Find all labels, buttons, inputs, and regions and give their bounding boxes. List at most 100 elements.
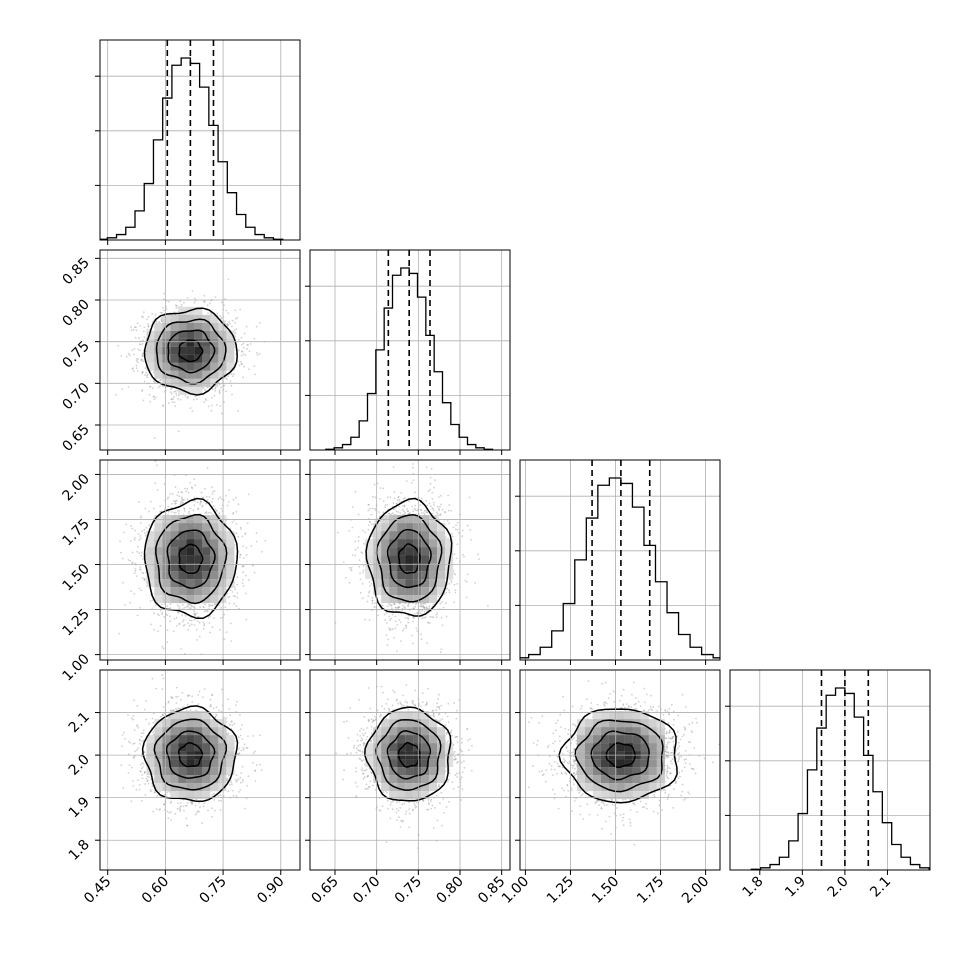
scatter-point (176, 499, 178, 502)
scatter-point (229, 589, 232, 592)
scatter-point (227, 312, 230, 314)
scatter-point (374, 507, 376, 510)
density-cell (178, 378, 187, 387)
scatter-point (211, 500, 214, 503)
scatter-point (191, 605, 193, 608)
scatter-point (240, 350, 243, 353)
scatter-point (153, 395, 155, 398)
scatter-point (199, 503, 202, 506)
scatter-point (239, 526, 242, 529)
scatter-point (199, 500, 202, 503)
scatter-point (174, 500, 177, 502)
density-cell (194, 579, 203, 588)
scatter-point (172, 500, 175, 502)
scatter-point (180, 497, 183, 500)
scatter-point (178, 623, 181, 626)
scatter-point (351, 526, 354, 529)
scatter-point (142, 558, 145, 560)
scatter-point (139, 516, 142, 519)
scatter-point (131, 561, 134, 564)
density-cell (162, 555, 171, 564)
scatter-point (137, 348, 140, 351)
scatter-point (218, 604, 221, 607)
scatter-point (179, 300, 182, 303)
density-cell (162, 314, 171, 323)
scatter-point (210, 404, 213, 407)
scatter-point (183, 507, 186, 510)
scatter-point (183, 510, 186, 512)
scatter-point (202, 621, 205, 624)
scatter-point (136, 322, 139, 325)
scatter-point (159, 505, 162, 507)
scatter-point (169, 607, 172, 609)
scatter-clip (115, 278, 266, 440)
density-cell (154, 547, 163, 556)
scatter-point (173, 617, 176, 620)
scatter-point (170, 511, 173, 513)
scatter-point (148, 393, 151, 396)
scatter-point (237, 339, 240, 341)
scatter-point (142, 399, 145, 402)
density-cell (186, 330, 195, 339)
density-cell (154, 555, 163, 564)
scatter-point (167, 505, 170, 508)
density-cell (178, 579, 187, 588)
scatter-point (201, 504, 204, 507)
density-cell (210, 370, 219, 379)
scatter-point (172, 630, 175, 633)
scatter-point (398, 606, 401, 609)
scatter-point (240, 336, 243, 339)
scatter-point (149, 385, 151, 388)
scatter-point (234, 332, 237, 335)
x-tick-label: 2.0 (825, 874, 852, 901)
density-cell (162, 547, 171, 556)
density-cell (186, 354, 195, 363)
scatter-point (143, 336, 146, 339)
scatter-point (233, 373, 235, 376)
scatter-point (201, 496, 204, 499)
scatter-point (156, 489, 159, 491)
density-cell (218, 547, 227, 556)
scatter-point (141, 358, 144, 361)
scatter-point (150, 623, 152, 626)
scatter-point (151, 387, 154, 389)
scatter-point (130, 590, 132, 592)
scatter-point (163, 298, 165, 300)
density-cell (170, 378, 179, 387)
scatter-point (187, 512, 190, 514)
contour-1 (167, 329, 216, 374)
x-tick-label: 1.9 (782, 874, 809, 901)
density-cell (202, 531, 211, 540)
scatter-point (149, 385, 152, 388)
scatter-point (162, 405, 165, 407)
scatter-point (414, 509, 417, 511)
scatter-point (218, 512, 221, 514)
scatter-point (182, 624, 185, 627)
scatter-point (193, 301, 196, 304)
scatter-point (154, 460, 157, 463)
density-cell (202, 523, 211, 532)
scatter-point (166, 641, 169, 644)
density-cell (210, 338, 219, 347)
scatter-point (122, 581, 124, 584)
scatter-point (134, 326, 136, 329)
density-cell (154, 539, 163, 548)
scatter-point (191, 290, 194, 292)
y-tick-label: 0.85 (59, 255, 92, 288)
density-cell (178, 362, 187, 371)
scatter-point (226, 378, 228, 381)
scatter-point (135, 367, 138, 369)
scatter-point (170, 398, 173, 401)
scatter-point (193, 613, 195, 615)
scatter-point (202, 606, 205, 609)
scatter-point (242, 571, 244, 573)
density-cell (194, 322, 203, 331)
density-cell (186, 571, 195, 580)
panel-border (519, 459, 721, 661)
scatter-point (177, 430, 180, 433)
scatter-point (188, 603, 191, 605)
scatter-point (359, 578, 362, 581)
density-cell (194, 362, 203, 371)
scatter-point (192, 605, 195, 608)
scatter-point (187, 491, 190, 494)
